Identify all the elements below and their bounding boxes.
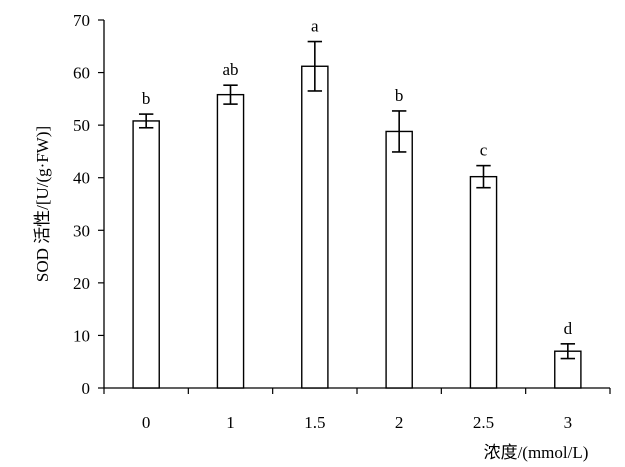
axes	[103, 20, 610, 389]
bar	[385, 130, 413, 389]
significance-label: b	[142, 89, 151, 108]
significance-label: ab	[222, 60, 238, 79]
y-axis-label: SOD 活性/[U/(g·FW)]	[33, 126, 52, 282]
significance-label: b	[395, 86, 404, 105]
error-bar	[223, 84, 238, 105]
x-tick-label: 0	[142, 413, 151, 432]
y-tick-label: 70	[73, 11, 90, 30]
x-tick-label: 3	[564, 413, 573, 432]
error-bar	[138, 113, 154, 129]
bar	[216, 93, 245, 389]
significance-label: d	[564, 319, 573, 338]
error-bar	[391, 110, 407, 153]
error-bar	[307, 40, 323, 92]
x-ticks: 0 1 1.5 2 2.5 3	[103, 388, 611, 432]
y-ticks: 0 10 20 30 40 50 60 70	[73, 11, 104, 398]
y-tick-label: 40	[73, 169, 90, 188]
y-tick-label: 60	[73, 64, 90, 83]
x-axis-label: 浓度/(mmol/L)	[484, 443, 589, 462]
error-bar	[560, 343, 576, 360]
error-bars	[138, 40, 576, 360]
x-tick-label: 2.5	[473, 413, 494, 432]
x-tick-label: 1	[226, 413, 235, 432]
x-tick-label: 2	[395, 413, 404, 432]
error-bar	[476, 164, 491, 189]
y-tick-label: 0	[82, 379, 91, 398]
y-tick-label: 20	[73, 274, 90, 293]
y-tick-label: 10	[73, 326, 90, 345]
y-tick-label: 30	[73, 221, 90, 240]
y-tick-label: 50	[73, 116, 90, 135]
bars	[132, 65, 582, 389]
significance-label: c	[480, 141, 488, 160]
x-tick-label: 1.5	[304, 413, 325, 432]
bar	[469, 175, 498, 389]
significance-label: a	[311, 17, 319, 36]
bar	[132, 120, 160, 389]
bar	[301, 65, 329, 389]
